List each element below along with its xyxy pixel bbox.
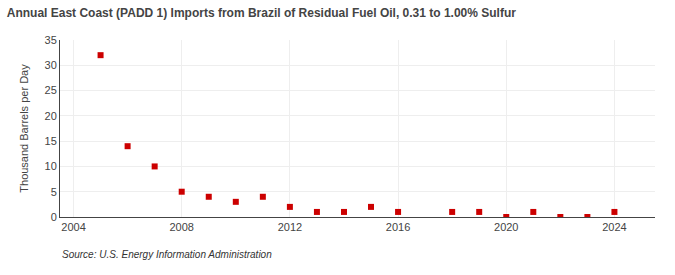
svg-text:15: 15 [45, 135, 57, 147]
svg-text:2016: 2016 [386, 221, 410, 233]
svg-text:35: 35 [45, 34, 57, 46]
svg-text:2020: 2020 [494, 221, 518, 233]
svg-text:0: 0 [51, 211, 57, 223]
svg-text:Source: U.S. Energy Informatio: Source: U.S. Energy Information Administ… [62, 249, 272, 260]
svg-text:Annual East Coast (PADD 1) Imp: Annual East Coast (PADD 1) Imports from … [7, 6, 517, 20]
svg-text:2008: 2008 [169, 221, 193, 233]
svg-text:10: 10 [45, 160, 57, 172]
svg-text:25: 25 [45, 84, 57, 96]
svg-text:5: 5 [51, 186, 57, 198]
svg-text:2012: 2012 [278, 221, 302, 233]
svg-text:Thousand Barrels per Day: Thousand Barrels per Day [18, 64, 30, 193]
svg-text:20: 20 [45, 110, 57, 122]
svg-text:2004: 2004 [61, 221, 85, 233]
svg-text:2024: 2024 [602, 221, 626, 233]
svg-text:30: 30 [45, 59, 57, 71]
